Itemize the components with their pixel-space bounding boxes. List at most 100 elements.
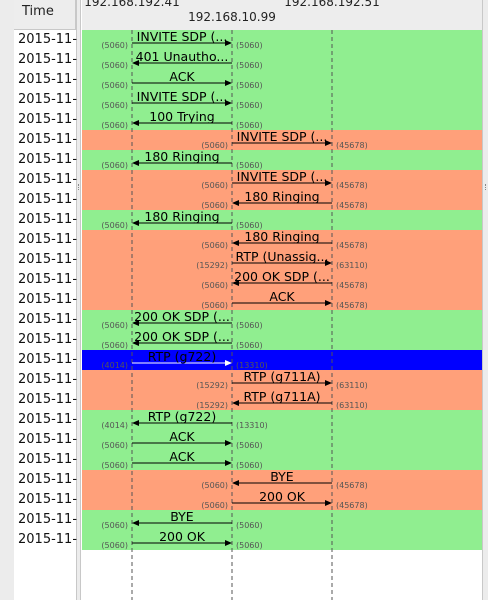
flow-row[interactable]: 401 Unautho... (5060) (5060)	[101, 49, 262, 70]
message-label: RTP (Unassig...	[236, 249, 329, 264]
row-background	[82, 370, 482, 390]
flow-row[interactable]: 200 OK (5060) (5060)	[101, 529, 262, 550]
arrowhead-icon	[132, 340, 139, 346]
port-right: (63110)	[336, 261, 368, 270]
time-cell[interactable]: 2015-11-	[18, 452, 78, 467]
flow-row[interactable]: INVITE SDP (... (5060) (5060)	[101, 89, 262, 110]
flow-row[interactable]: 180 Ringing (5060) (5060)	[101, 209, 262, 230]
port-right: (5060)	[236, 81, 263, 90]
time-cell[interactable]: 2015-11-	[18, 92, 78, 107]
time-cell[interactable]: 2015-11-	[18, 312, 78, 327]
flow-row[interactable]: BYE (5060) (45678)	[201, 469, 367, 490]
row-background	[82, 530, 482, 550]
time-cell[interactable]: 2015-11-	[18, 232, 78, 247]
flow-row[interactable]: INVITE SDP (... (5060) (5060)	[101, 30, 262, 50]
time-cell[interactable]: 2015-11-	[18, 432, 78, 447]
arrowhead-icon	[225, 80, 232, 86]
flow-row[interactable]: 100 Trying (5060) (5060)	[101, 109, 262, 130]
time-cell[interactable]: 2015-11-	[18, 212, 78, 227]
row-background	[82, 490, 482, 510]
port-right: (5060)	[236, 101, 263, 110]
flow-row[interactable]: RTP (g711A) (15292) (63110)	[196, 369, 367, 390]
row-background	[82, 330, 482, 350]
flow-row[interactable]: 200 OK SDP (... (5060) (45678)	[201, 269, 367, 290]
time-cell[interactable]: 2015-11-	[18, 532, 78, 547]
time-cell[interactable]: 2015-11-	[18, 152, 78, 167]
row-background	[82, 170, 482, 190]
message-label: ACK	[169, 449, 195, 464]
time-cell[interactable]: 2015-11-	[18, 352, 78, 367]
flow-row[interactable]: ACK (5060) (5060)	[101, 449, 262, 470]
message-label: BYE	[270, 469, 294, 484]
flow-row[interactable]: RTP (g722) (4014) (13310)	[101, 349, 267, 370]
message-label: 180 Ringing	[244, 189, 319, 204]
row-background	[82, 30, 482, 50]
vertical-scrollbar[interactable]	[482, 0, 488, 600]
port-left: (15292)	[196, 381, 228, 390]
flow-row[interactable]: ACK (5060) (45678)	[201, 289, 367, 310]
row-background	[82, 390, 482, 410]
time-cell[interactable]: 2015-11-	[18, 292, 78, 307]
row-background	[82, 310, 482, 330]
arrowhead-icon	[225, 540, 232, 546]
time-cell[interactable]: 2015-11-	[18, 272, 78, 287]
time-cell[interactable]: 2015-11-	[18, 252, 78, 267]
arrowhead-icon	[325, 380, 332, 386]
message-label: RTP (g711A)	[243, 369, 320, 384]
port-right: (5060)	[236, 121, 263, 130]
port-left: (5060)	[101, 341, 128, 350]
time-cell[interactable]: 2015-11-	[18, 412, 78, 427]
flow-row[interactable]: 200 OK SDP (... (5060) (5060)	[101, 309, 262, 330]
port-right: (45678)	[336, 241, 368, 250]
time-cell[interactable]: 2015-11-	[18, 332, 78, 347]
message-label: INVITE SDP (...	[137, 30, 228, 44]
time-header-label: Time	[22, 4, 54, 19]
time-cell[interactable]: 2015-11-	[18, 72, 78, 87]
flow-row[interactable]: ACK (5060) (5060)	[101, 69, 262, 90]
port-left: (4014)	[101, 421, 128, 430]
row-background	[82, 210, 482, 230]
flow-row[interactable]: INVITE SDP (... (5060) (45678)	[201, 169, 367, 190]
time-column-header[interactable]: Time	[14, 0, 76, 30]
time-cell[interactable]: 2015-11-	[18, 472, 78, 487]
flow-row[interactable]: ACK (5060) (5060)	[101, 429, 262, 450]
port-left: (4014)	[101, 361, 128, 370]
flow-row[interactable]: RTP (g722) (4014) (13310)	[101, 409, 267, 430]
time-cell[interactable]: 2015-11-	[18, 32, 78, 47]
port-left: (5060)	[201, 201, 228, 210]
arrowhead-icon	[232, 240, 239, 246]
message-label: 100 Trying	[149, 109, 215, 124]
row-background	[82, 110, 482, 130]
flow-row[interactable]: RTP (Unassig... (15292) (63110)	[196, 249, 367, 270]
time-cell[interactable]: 2015-11-	[18, 112, 78, 127]
time-cell[interactable]: 2015-11-	[18, 132, 78, 147]
flow-row[interactable]: 180 Ringing (5060) (45678)	[201, 189, 367, 210]
time-cell[interactable]: 2015-11-	[18, 52, 78, 67]
flow-row[interactable]: 200 OK SDP (... (5060) (5060)	[101, 329, 262, 350]
column-splitter[interactable]	[76, 0, 81, 600]
port-right: (5060)	[236, 341, 263, 350]
message-label: 180 Ringing	[144, 149, 219, 164]
time-cell[interactable]: 2015-11-	[18, 512, 78, 527]
time-cell[interactable]: 2015-11-	[18, 392, 78, 407]
time-cell[interactable]: 2015-11-	[18, 172, 78, 187]
port-left: (5060)	[201, 301, 228, 310]
time-cell[interactable]: 2015-11-	[18, 372, 78, 387]
flow-row[interactable]: BYE (5060) (5060)	[101, 509, 262, 530]
message-label: BYE	[170, 509, 194, 524]
splitter-grip-icon	[78, 184, 80, 190]
time-column	[14, 0, 76, 600]
arrowhead-icon	[325, 500, 332, 506]
flow-row[interactable]: 180 Ringing (5060) (5060)	[101, 149, 262, 170]
row-background	[82, 270, 482, 290]
arrowhead-icon	[325, 300, 332, 306]
flow-row[interactable]: RTP (g711A) (15292) (63110)	[196, 389, 367, 410]
flow-row[interactable]: 200 OK (5060) (45678)	[201, 489, 367, 510]
time-cell[interactable]: 2015-11-	[18, 192, 78, 207]
flow-row[interactable]: 180 Ringing (5060) (45678)	[201, 229, 367, 250]
arrowhead-icon	[132, 320, 139, 326]
flow-row[interactable]: INVITE SDP (... (5060) (45678)	[201, 129, 367, 150]
host-label-a: 192.168.192.41	[84, 0, 180, 9]
row-background	[82, 470, 482, 490]
time-cell[interactable]: 2015-11-	[18, 492, 78, 507]
